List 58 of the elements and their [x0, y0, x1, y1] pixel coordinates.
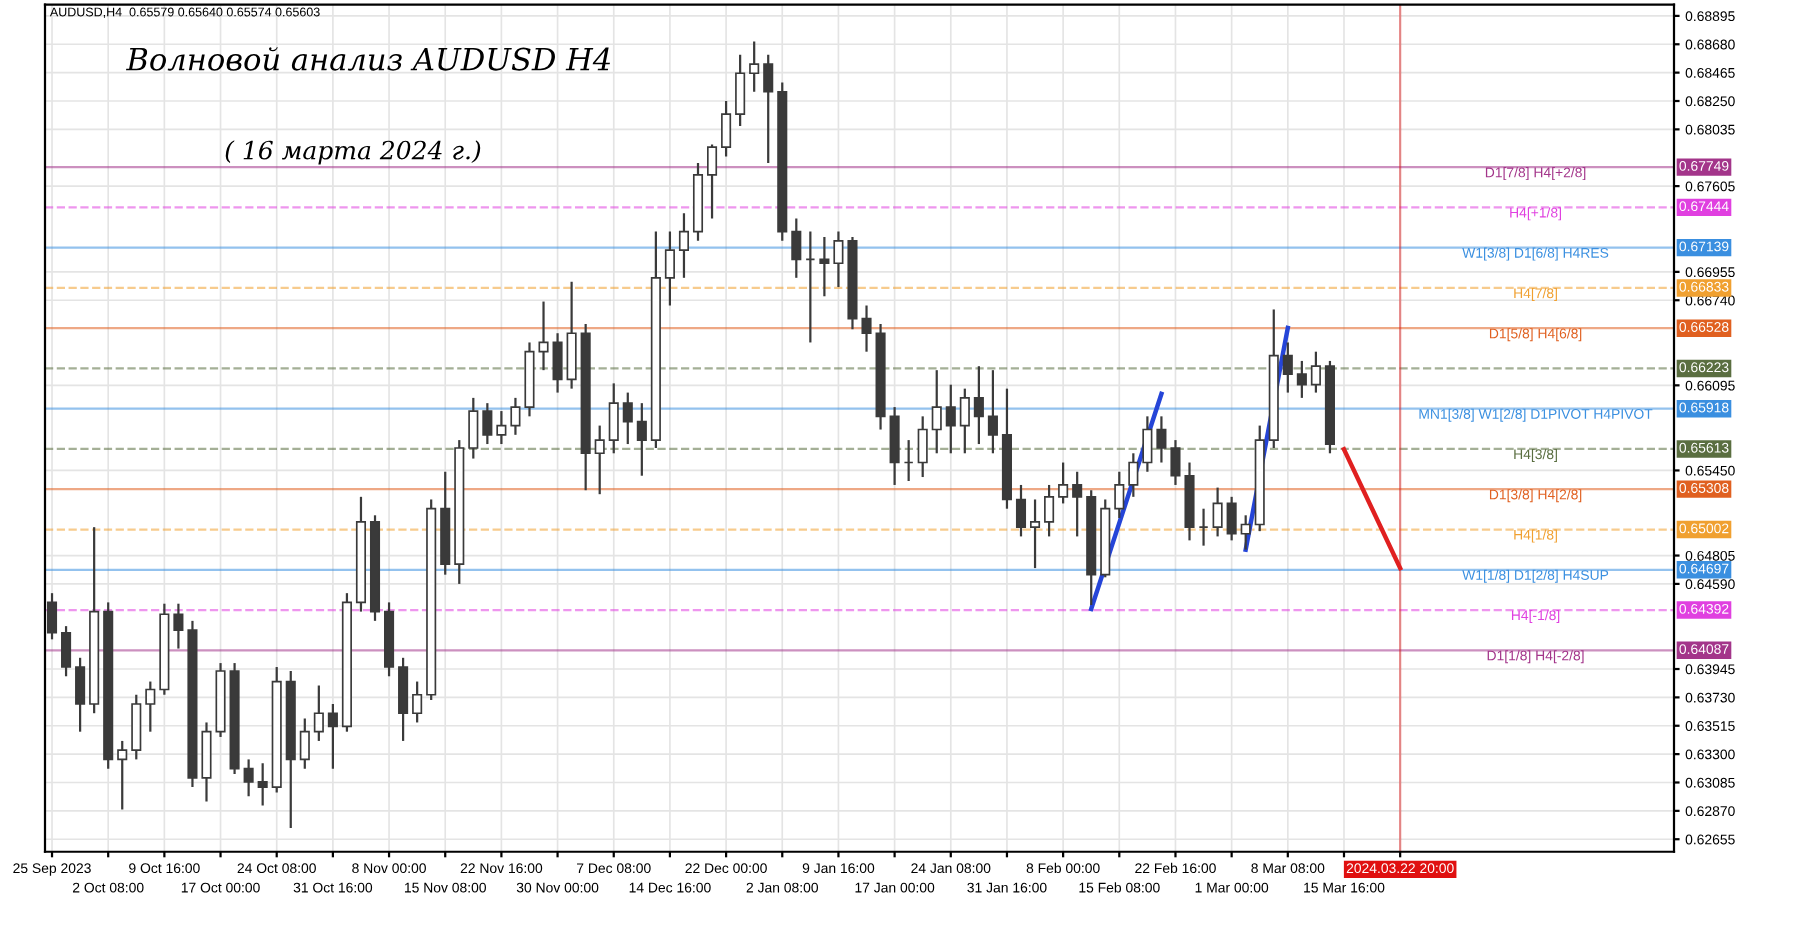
candlestick [636, 402, 647, 477]
candlestick [257, 762, 268, 807]
candlestick [622, 391, 633, 446]
candlestick [482, 402, 493, 446]
candlestick [173, 602, 184, 650]
candlestick [327, 702, 338, 770]
candlestick [833, 230, 844, 289]
candlestick [496, 409, 507, 446]
candlestick [61, 625, 72, 678]
candlestick [1282, 341, 1293, 394]
candlestick [299, 717, 310, 770]
candlestick [917, 415, 928, 479]
candlestick [1296, 359, 1307, 399]
candlestick [1015, 483, 1027, 538]
candlestick [131, 693, 142, 761]
candlestick [1044, 483, 1055, 538]
candlestick [1142, 415, 1153, 473]
candlestick [566, 280, 577, 390]
candlestick [763, 53, 774, 165]
candlestick [75, 656, 86, 733]
candlestick [945, 383, 956, 455]
candlestick [398, 656, 409, 743]
candlestick [1212, 486, 1223, 538]
candlestick [412, 680, 423, 724]
text: ( 16 марта 2024 г.) [225, 140, 481, 165]
candlestick [243, 758, 254, 798]
candlestick [749, 40, 760, 93]
candlestick [510, 396, 521, 436]
candlestick [1310, 350, 1321, 394]
candlestick [1029, 498, 1041, 570]
candlestick [721, 99, 732, 158]
candlestick [608, 382, 619, 455]
candlestick [664, 230, 675, 307]
candlestick [1226, 495, 1237, 542]
candlestick [791, 217, 802, 279]
candlestick [1240, 514, 1251, 551]
candlestick [959, 387, 970, 455]
candlestick [1114, 470, 1125, 520]
candlestick [931, 369, 942, 455]
candlestick [1156, 415, 1167, 464]
candlestick [1072, 470, 1083, 538]
candlestick [973, 365, 984, 446]
candlestick [678, 212, 690, 279]
candlestick [1128, 452, 1139, 498]
candlestick [1058, 461, 1069, 505]
candlestick [145, 680, 156, 733]
candlestick [987, 369, 998, 455]
candlestick [594, 424, 605, 496]
candlestick [46, 592, 58, 641]
candlestick [468, 396, 479, 460]
candlestick [313, 684, 324, 743]
candlestick [889, 406, 900, 487]
text: Волновой анализ AUDUSD H4 [125, 47, 610, 71]
candlestick [117, 739, 128, 811]
candlestick [706, 143, 718, 220]
candlestick [735, 53, 746, 128]
candlestick [819, 235, 830, 298]
candlestick [552, 332, 563, 394]
